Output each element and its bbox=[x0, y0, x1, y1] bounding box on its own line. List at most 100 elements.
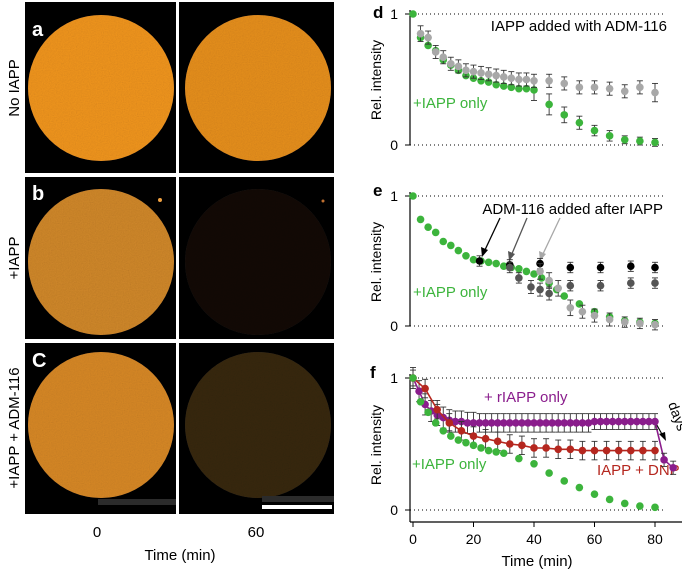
point-f-iapp-only bbox=[447, 432, 455, 440]
speck-b-0 bbox=[158, 198, 162, 202]
point-e-series-3 bbox=[554, 284, 562, 293]
point-f-riapp-only bbox=[475, 419, 484, 427]
point-f-iapp-dnp bbox=[651, 446, 659, 455]
ytick-label-0-e: 0 bbox=[390, 318, 398, 334]
point-f-iapp-dnp bbox=[627, 446, 635, 455]
point-d-iapp-added-with-adm-116 bbox=[545, 77, 553, 85]
arrowhead-e-dark bbox=[508, 251, 515, 261]
point-d-iapp-only bbox=[545, 100, 553, 109]
point-d-iapp-only bbox=[636, 137, 644, 145]
point-f-iapp-dnp bbox=[493, 437, 502, 446]
xticks-f: 0 20 40 60 80 bbox=[409, 522, 663, 547]
point-d-iapp-added-with-adm-116 bbox=[651, 88, 659, 97]
point-d-iapp-only bbox=[530, 86, 538, 94]
point-f-iapp-only bbox=[409, 374, 417, 382]
point-f-iapp-dnp bbox=[530, 444, 538, 452]
point-e-series-2 bbox=[596, 281, 605, 290]
point-d-iapp-added-with-adm-116 bbox=[530, 77, 538, 85]
row-label-c: +IAPP + ADM-116 bbox=[6, 367, 23, 488]
row-label-b: +IAPP bbox=[6, 237, 23, 280]
point-f-riapp-only bbox=[566, 419, 575, 427]
annotation-e-iapp: +IAPP only bbox=[413, 284, 488, 301]
point-d-iapp-added-with-adm-116 bbox=[477, 69, 485, 77]
point-f-riapp-only bbox=[627, 417, 635, 426]
marks-f bbox=[409, 366, 677, 512]
point-e-iapp-only bbox=[431, 228, 440, 237]
point-e-series-2 bbox=[515, 274, 523, 282]
point-f-riapp-only bbox=[572, 419, 581, 427]
point-f-iapp-dnp bbox=[421, 384, 429, 393]
point-d-iapp-only bbox=[477, 77, 485, 85]
point-f-iapp-only bbox=[462, 438, 470, 447]
xtick-label-f-20: 20 bbox=[466, 531, 482, 547]
micrograph-time-axis: 0 60 Time (min) bbox=[93, 524, 265, 564]
point-f-iapp-only bbox=[560, 477, 569, 485]
point-e-iapp-only bbox=[424, 223, 432, 231]
point-f-iapp-dnp bbox=[469, 432, 478, 440]
point-f-riapp-only bbox=[584, 419, 593, 427]
point-f-iapp-dnp bbox=[566, 445, 575, 454]
point-f-riapp-only bbox=[487, 419, 496, 427]
point-f-riapp-only bbox=[518, 419, 526, 427]
point-f-riapp-only bbox=[596, 417, 605, 426]
point-d-iapp-only bbox=[605, 132, 614, 140]
point-e-series-1 bbox=[596, 263, 605, 272]
point-d-iapp-added-with-adm-116 bbox=[575, 83, 584, 92]
scale-shadow-c-0 bbox=[98, 499, 176, 505]
point-f-riapp-only bbox=[469, 419, 478, 427]
point-e-series-3 bbox=[536, 267, 544, 276]
point-e-series-1 bbox=[651, 263, 659, 272]
point-f-riapp-only bbox=[590, 417, 599, 426]
point-f-iapp-only bbox=[545, 469, 553, 477]
point-f-riapp-only bbox=[645, 417, 653, 426]
point-f-iapp-only bbox=[477, 444, 485, 452]
point-f-riapp-only bbox=[451, 417, 460, 426]
point-f-iapp-only bbox=[620, 499, 629, 508]
point-f-riapp-only bbox=[536, 419, 544, 427]
point-d-iapp-only bbox=[499, 82, 508, 90]
arrow-e-light bbox=[541, 217, 561, 257]
plot-d: d 1 0 Rel. intensity IAPP added with ADM… bbox=[368, 3, 667, 153]
point-f-riapp-only bbox=[578, 419, 587, 427]
point-d-iapp-added-with-adm-116 bbox=[462, 66, 470, 75]
ylabel-e: Rel. intensity bbox=[368, 222, 384, 302]
point-f-riapp-only bbox=[530, 419, 538, 427]
scale-bar bbox=[262, 505, 332, 509]
point-f-riapp-only bbox=[506, 419, 514, 427]
ytick-label-0-f: 0 bbox=[390, 502, 398, 518]
point-e-series-2 bbox=[536, 285, 544, 294]
point-e-series-3 bbox=[651, 320, 659, 329]
point-d-iapp-added-with-adm-116 bbox=[431, 48, 440, 56]
point-f-riapp-only bbox=[481, 419, 490, 427]
point-f-riapp-only bbox=[415, 387, 423, 396]
point-f-riapp-only bbox=[512, 419, 520, 427]
point-e-iapp-only bbox=[454, 246, 463, 255]
point-d-iapp-added-with-adm-116 bbox=[424, 33, 432, 42]
micrograph-row-c: c +IAPP + ADM-116 bbox=[6, 343, 334, 514]
point-e-series-3 bbox=[605, 315, 614, 324]
arrowhead-e-black bbox=[481, 247, 488, 257]
point-e-series-2 bbox=[527, 283, 535, 291]
point-d-iapp-added-with-adm-116 bbox=[454, 62, 463, 71]
point-f-riapp-only bbox=[560, 419, 569, 427]
droplet-b-60 bbox=[185, 189, 331, 335]
point-e-iapp-only bbox=[469, 255, 478, 264]
point-f-iapp-only bbox=[530, 460, 538, 468]
point-d-iapp-added-with-adm-116 bbox=[515, 75, 523, 84]
point-d-iapp-only bbox=[590, 126, 599, 135]
point-d-iapp-added-with-adm-116 bbox=[507, 74, 516, 82]
ytick-label-0-d: 0 bbox=[390, 137, 398, 153]
point-d-iapp-only bbox=[620, 135, 629, 144]
ytick-label-1-d: 1 bbox=[390, 6, 398, 22]
point-d-iapp-added-with-adm-116 bbox=[484, 70, 493, 79]
ylabel-f: Rel. intensity bbox=[368, 405, 384, 485]
droplet-a-0 bbox=[28, 15, 174, 161]
arrow-e-black bbox=[483, 217, 501, 253]
panel-letter-c: c bbox=[32, 350, 46, 372]
marks-d bbox=[409, 10, 659, 147]
point-f-riapp-only bbox=[542, 419, 550, 427]
point-f-riapp-only bbox=[499, 419, 508, 427]
point-f-riapp-only bbox=[548, 419, 556, 427]
point-f-iapp-dnp bbox=[590, 446, 599, 455]
point-e-iapp-only bbox=[537, 274, 546, 282]
